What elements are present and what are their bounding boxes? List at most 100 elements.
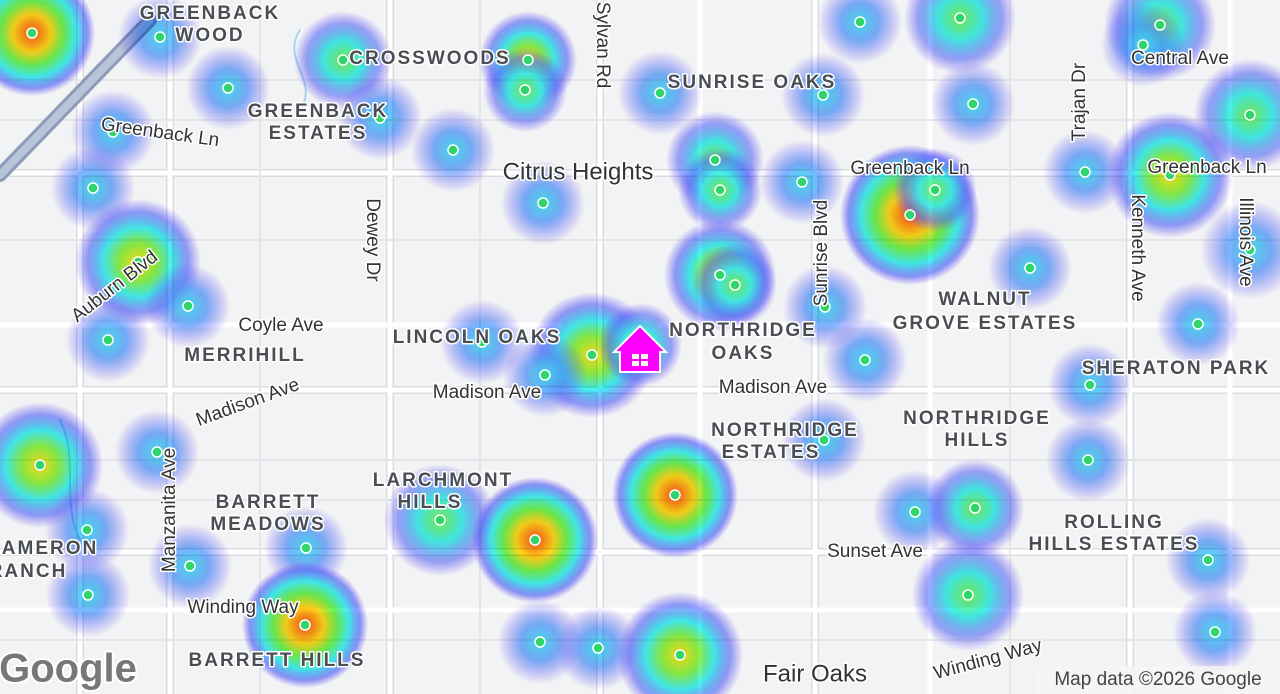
marker <box>82 589 94 601</box>
neighborhood-label: MEADOWS <box>210 514 325 535</box>
road-label: Madison Ave <box>719 377 827 398</box>
marker <box>299 619 311 631</box>
marker <box>962 589 974 601</box>
marker <box>107 126 119 138</box>
neighborhood-label: ESTATES <box>722 442 821 463</box>
marker <box>1164 169 1176 181</box>
marker <box>1209 626 1221 638</box>
road-label: Illinois Ave <box>1235 197 1256 286</box>
marker <box>476 336 488 348</box>
marker <box>1202 554 1214 566</box>
neighborhood-label: MERRIHILL <box>184 345 305 366</box>
home-icon <box>611 324 669 373</box>
marker <box>1024 262 1036 274</box>
marker <box>184 560 196 572</box>
road-label: Sunrise Blvd <box>811 200 832 307</box>
city-label: Fair Oaks <box>763 660 867 687</box>
marker <box>222 82 234 94</box>
road-label: Greenback Ln <box>850 158 969 179</box>
marker <box>1154 19 1166 31</box>
marker <box>519 84 531 96</box>
marker <box>1082 454 1094 466</box>
marker <box>1084 379 1096 391</box>
google-logo: Google <box>0 647 137 691</box>
neighborhood-label: NORTHRIDGE <box>903 408 1051 429</box>
marker <box>447 144 459 156</box>
neighborhood-label: OAKS <box>712 343 775 364</box>
road-label: Madison Ave <box>433 382 541 403</box>
attribution: Map data ©2026 Google <box>1054 669 1261 690</box>
road-label: Trajan Dr <box>1069 62 1090 141</box>
road-label: Sunset Ave <box>827 541 923 562</box>
neighborhood-label: BARRETT HILLS <box>189 650 366 671</box>
neighborhood-label: WALNUT <box>938 289 1031 310</box>
neighborhood-label: GREENBACK <box>248 101 388 122</box>
marker <box>929 184 941 196</box>
marker <box>151 446 163 458</box>
marker <box>674 649 686 661</box>
road-label: Greenback Ln <box>1147 157 1266 178</box>
marker <box>854 16 866 28</box>
marker <box>300 542 312 554</box>
neighborhood-label: ROLLING <box>1064 512 1164 533</box>
marker <box>374 112 386 124</box>
neighborhood-label: CROSSWOODS <box>349 48 510 69</box>
marker <box>818 434 830 446</box>
road-label: Madison Ave <box>193 374 302 431</box>
heat-spot <box>904 0 1016 74</box>
neighborhood-label: AMERON <box>2 538 98 559</box>
neighborhood-label: HILLS <box>945 430 1010 451</box>
neighborhood-label: SUNRISE OAKS <box>668 72 837 93</box>
marker <box>534 636 546 648</box>
neighborhood-label: NORTHRIDGE <box>669 320 817 341</box>
marker <box>954 12 966 24</box>
marker <box>81 524 93 536</box>
neighborhood-label: HILLS ESTATES <box>1029 534 1200 555</box>
city-label: Citrus Heights <box>503 158 654 185</box>
road-label: Sylvan Rd <box>592 2 613 89</box>
marker <box>154 31 166 43</box>
marker <box>1192 318 1204 330</box>
attribution-bg <box>1036 666 1280 694</box>
marker <box>817 89 829 101</box>
marker <box>102 334 114 346</box>
marker <box>969 502 981 514</box>
neighborhood-label: GREENBACK <box>140 3 280 24</box>
marker <box>714 269 726 281</box>
marker <box>909 506 921 518</box>
marker <box>337 54 349 66</box>
marker <box>1244 244 1256 256</box>
marker <box>537 197 549 209</box>
road-label: Dewey Dr <box>362 198 383 282</box>
marker <box>26 27 38 39</box>
marker <box>132 256 144 268</box>
neighborhood-label: ESTATES <box>269 123 368 144</box>
marker <box>819 301 831 313</box>
marker <box>729 279 741 291</box>
marker <box>1137 39 1149 51</box>
neighborhood-label: BARRETT <box>216 492 321 513</box>
heat-spot <box>0 0 95 96</box>
marker <box>539 369 551 381</box>
neighborhood-label: RANCH <box>0 561 67 582</box>
marker <box>87 182 99 194</box>
road-label: Kenneth Ave <box>1127 194 1148 301</box>
road-label: Coyle Ave <box>238 315 323 336</box>
marker <box>529 534 541 546</box>
heat-spot <box>1201 201 1280 299</box>
marker <box>904 209 916 221</box>
neighborhood-label: WOOD <box>175 25 244 46</box>
road-label: Manzanita Ave <box>159 448 180 572</box>
marker <box>1244 109 1256 121</box>
neighborhood-label: LINCOLN OAKS <box>393 327 562 348</box>
marker <box>796 176 808 188</box>
neighborhood-label: GROVE ESTATES <box>893 313 1078 334</box>
neighborhood-label: SHERATON PARK <box>1082 358 1271 379</box>
marker <box>1079 166 1091 178</box>
road-label: Winding Way <box>187 597 299 618</box>
road-label: Central Ave <box>1131 48 1229 69</box>
marker <box>714 184 726 196</box>
marker <box>669 489 681 501</box>
markers <box>26 12 1256 661</box>
